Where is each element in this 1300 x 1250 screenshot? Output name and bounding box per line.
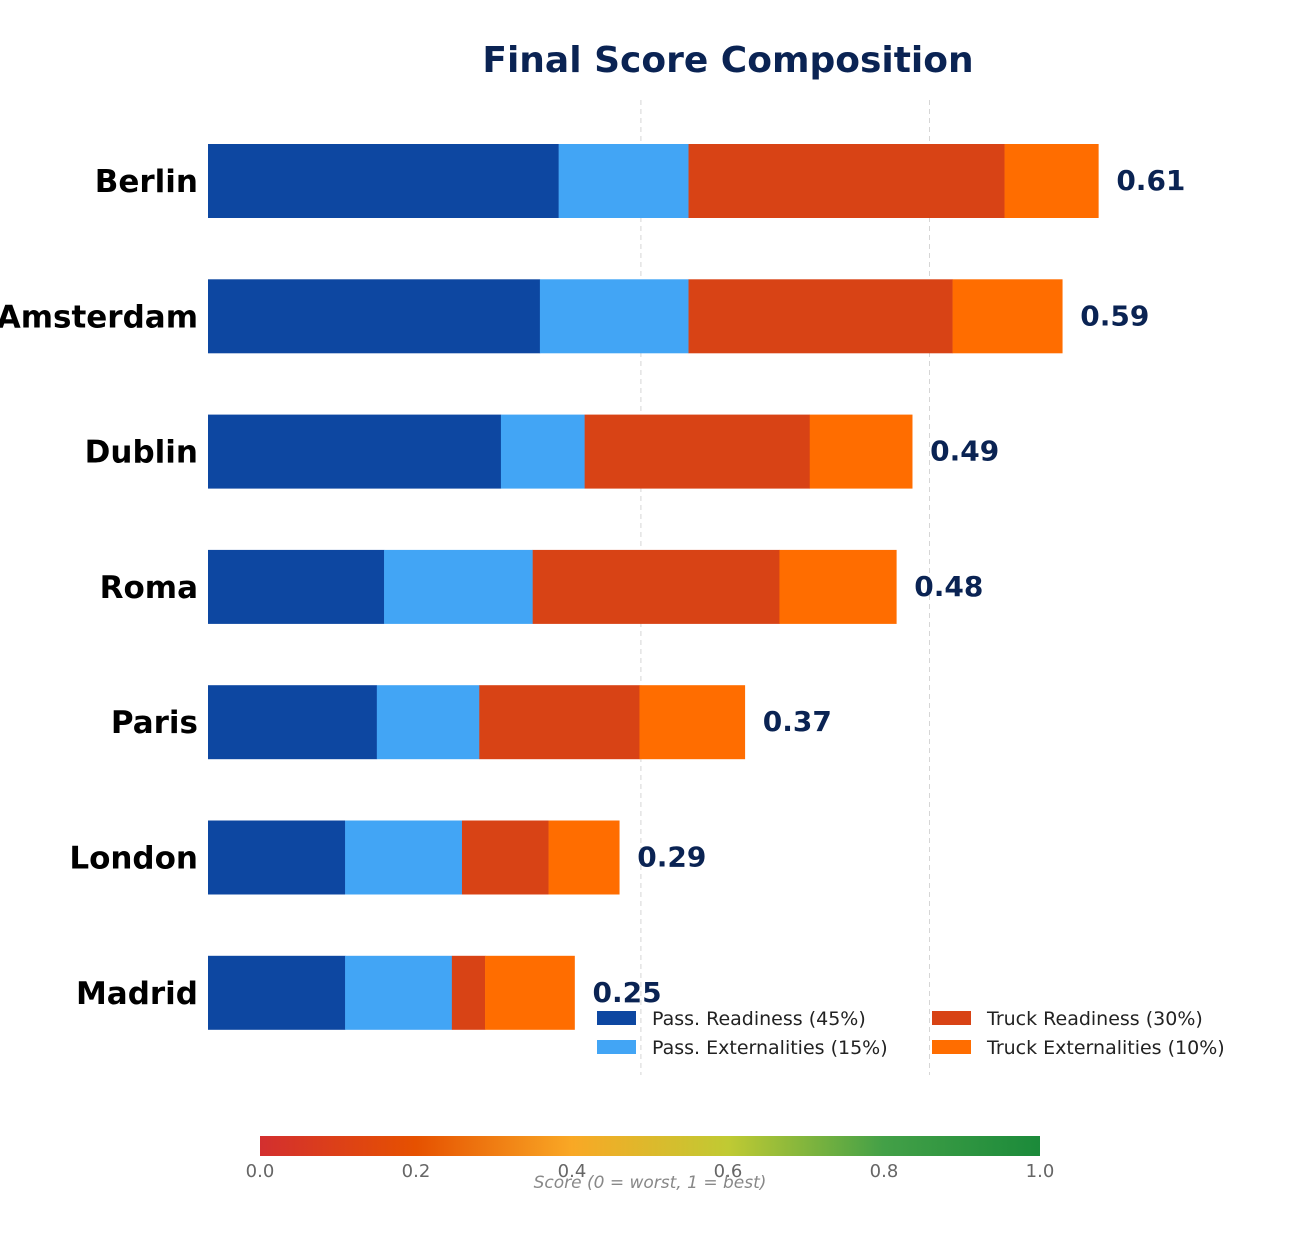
colorbar: 0.0 0.2 0.4 0.6 0.8 1.0 Score (0 = worst, 1 =… — [246, 1136, 1055, 1193]
bar-amsterdam-series-1 — [539, 279, 689, 354]
chart-title: Final Score Composition — [482, 40, 973, 81]
total-label-roma: 0.48 — [914, 570, 983, 603]
legend-label-0: Pass. Readiness (45%) — [652, 1008, 866, 1030]
colorbar-tick-1: 0.2 — [402, 1161, 431, 1182]
total-labels: 0.61 0.59 0.49 0.48 0.37 0.29 0.25 — [593, 164, 1186, 1009]
bar-dublin-series-0 — [208, 414, 502, 489]
legend: Pass. Readiness (45%) Pass. Externalities… — [597, 1008, 1225, 1059]
bar-madrid-series-1 — [345, 955, 453, 1030]
legend-label-2: Truck Readiness (30%) — [986, 1008, 1203, 1030]
category-labels: Berlin Amsterdam Dublin Roma Paris London Madr… — [0, 164, 198, 1012]
colorbar-tick-0: 0.0 — [246, 1161, 275, 1182]
colorbar-label: Score (0 = worst, 1 = best) — [534, 1173, 767, 1193]
bar-berlin-series-3 — [1004, 144, 1099, 218]
category-label-berlin: Berlin — [95, 164, 198, 200]
bar-london-series-0 — [208, 820, 346, 895]
bars — [208, 144, 1099, 1030]
bar-roma-series-3 — [779, 549, 897, 624]
total-label-london: 0.29 — [637, 841, 706, 874]
bar-amsterdam-series-2 — [688, 279, 953, 354]
bar-madrid-series-2 — [451, 955, 486, 1030]
bar-london-series-3 — [548, 820, 620, 895]
category-label-london: London — [69, 841, 198, 877]
legend-swatch-0 — [597, 1011, 636, 1025]
bar-paris-series-3 — [639, 685, 746, 760]
bar-berlin-series-0 — [208, 144, 559, 218]
bar-paris-series-2 — [479, 685, 640, 760]
bar-dublin-series-1 — [500, 414, 585, 489]
bar-dublin-series-3 — [809, 414, 913, 489]
colorbar-tick-5: 1.0 — [1026, 1161, 1055, 1182]
legend-swatch-1 — [597, 1040, 636, 1054]
bar-paris-series-1 — [376, 685, 480, 760]
colorbar-gradient — [260, 1136, 1040, 1156]
category-label-paris: Paris — [111, 705, 198, 741]
bar-berlin-series-1 — [558, 144, 689, 218]
bar-madrid-series-0 — [208, 955, 346, 1030]
total-label-madrid: 0.25 — [593, 976, 662, 1009]
category-label-dublin: Dublin — [85, 435, 198, 471]
bar-berlin-series-2 — [688, 144, 1005, 218]
bar-roma-series-2 — [532, 549, 780, 624]
bar-dublin-series-2 — [584, 414, 811, 489]
total-label-dublin: 0.49 — [930, 435, 999, 468]
bar-paris-series-0 — [208, 685, 378, 760]
legend-swatch-2 — [932, 1011, 971, 1025]
colorbar-tick-3: 0.6 — [714, 1161, 743, 1182]
total-label-amsterdam: 0.59 — [1080, 299, 1149, 332]
bar-london-series-2 — [461, 820, 549, 895]
bar-roma-series-0 — [208, 549, 385, 624]
colorbar-tick-2: 0.4 — [558, 1161, 587, 1182]
category-label-madrid: Madrid — [76, 976, 198, 1012]
colorbar-tick-4: 0.8 — [870, 1161, 899, 1182]
bar-london-series-1 — [345, 820, 463, 895]
legend-label-1: Pass. Externalities (15%) — [652, 1037, 888, 1059]
bar-madrid-series-3 — [485, 955, 575, 1030]
legend-label-3: Truck Externalities (10%) — [986, 1037, 1225, 1059]
bar-amsterdam-series-3 — [952, 279, 1063, 354]
category-label-amsterdam: Amsterdam — [0, 299, 198, 335]
bar-amsterdam-series-0 — [208, 279, 541, 354]
total-label-paris: 0.37 — [763, 705, 832, 738]
colorbar-ticks: 0.0 0.2 0.4 0.6 0.8 1.0 — [246, 1161, 1055, 1182]
legend-swatch-3 — [932, 1040, 971, 1054]
bar-roma-series-1 — [384, 549, 533, 624]
total-label-berlin: 0.61 — [1116, 164, 1185, 197]
category-label-roma: Roma — [100, 570, 198, 606]
